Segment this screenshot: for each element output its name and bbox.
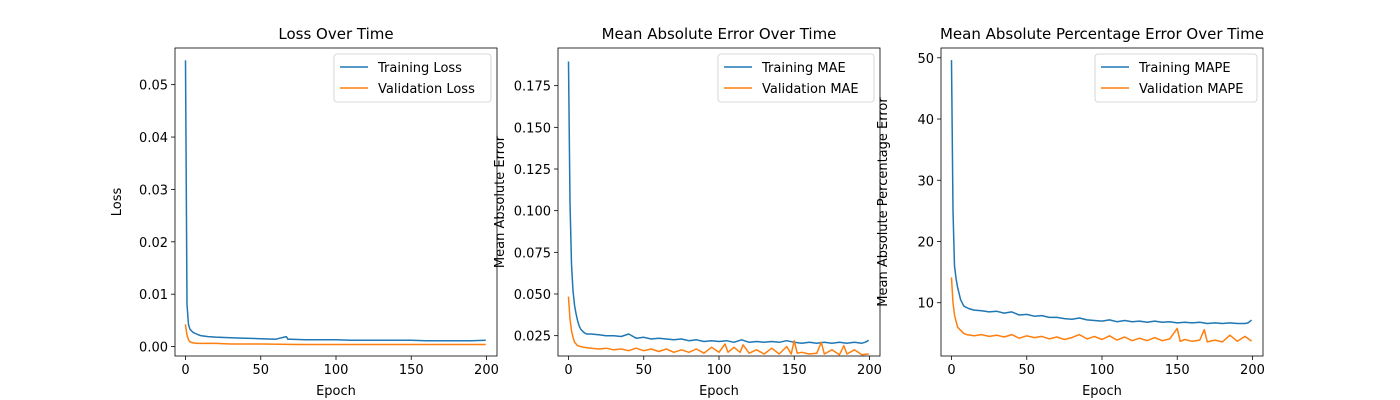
mae-legend-label-1: Training MAE (761, 61, 846, 76)
mape-chart-panel: Mean Absolute Percentage Error Over Time… (876, 25, 1265, 399)
loss-chart-xlabel: Epoch (316, 384, 356, 399)
loss-y-tick-label: 0.02 (139, 236, 168, 251)
loss-x-tick-label: 200 (474, 363, 499, 378)
mae-legend-label-2: Validation MAE (762, 82, 859, 97)
loss-legend-label-1: Training Loss (377, 61, 462, 76)
loss-legend: Training Loss Validation Loss (333, 53, 492, 103)
mape-x-tick-label: 200 (1240, 363, 1265, 378)
loss-series-group (184, 60, 486, 346)
mae-chart-title: Mean Absolute Error Over Time (602, 25, 837, 43)
loss-y-tick-label: 0.03 (139, 183, 168, 198)
mape-x-tick-label: 100 (1090, 363, 1115, 378)
mape-legend-label-1: Training MAPE (1138, 61, 1231, 76)
mape-series-line-1 (950, 60, 1253, 325)
loss-chart-title: Loss Over Time (278, 25, 393, 43)
mape-x-tick-label: 0 (947, 363, 955, 378)
mae-y-tick-label: 0.150 (514, 121, 551, 136)
loss-y-tick-label: 0.04 (139, 131, 168, 146)
mape-series-line-2 (950, 277, 1253, 343)
loss-y-tick-label: 0.00 (139, 341, 168, 356)
mae-series-line-2 (567, 296, 869, 356)
loss-x-tick-label: 150 (399, 363, 424, 378)
mae-y-tick-label: 0.100 (514, 205, 551, 220)
mape-y-tick-label: 20 (917, 235, 934, 250)
loss-series-line-1 (184, 60, 486, 342)
mae-x-tick-label: 50 (635, 363, 652, 378)
mape-chart-title: Mean Absolute Percentage Error Over Time (940, 25, 1264, 43)
loss-x-tick-label: 0 (181, 363, 189, 378)
mae-chart-ylabel: Mean Absolute Error (493, 135, 508, 268)
mae-series-group (567, 61, 870, 356)
mape-x-tick-label: 150 (1165, 363, 1190, 378)
mae-chart-panel: Mean Absolute Error Over Time Epoch Mean… (493, 25, 882, 399)
mae-x-tick-label: 200 (857, 363, 882, 378)
mape-y-tick-label: 50 (917, 52, 934, 67)
mape-y-tick-label: 30 (917, 174, 934, 189)
mae-x-tick-label: 150 (782, 363, 807, 378)
mae-y-tick-label: 0.125 (514, 163, 551, 178)
loss-chart-ylabel: Loss (110, 188, 125, 217)
mae-y-tick-label: 0.075 (514, 246, 551, 261)
mae-legend: Training MAE Validation MAE (717, 53, 875, 103)
mae-y-tick-label: 0.175 (514, 80, 551, 95)
loss-y-tick-label: 0.05 (139, 79, 168, 94)
mae-x-tick-label: 100 (707, 363, 732, 378)
mape-series-group (950, 60, 1253, 343)
mape-chart-xlabel: Epoch (1082, 384, 1122, 399)
mae-chart-xlabel: Epoch (699, 384, 739, 399)
loss-x-tick-label: 100 (324, 363, 349, 378)
mae-y-tick-label: 0.025 (514, 330, 551, 345)
mae-y-tick-label: 0.050 (514, 288, 551, 303)
loss-x-tick-label: 50 (252, 363, 269, 378)
loss-legend-label-2: Validation Loss (378, 82, 475, 97)
loss-chart-panel: Loss Over Time Epoch Loss 0 50 100 150 200 0.… (110, 25, 499, 399)
loss-y-tick-label: 0.01 (139, 288, 168, 303)
loss-series-line-2 (184, 324, 486, 346)
mape-legend: Training MAPE Validation MAPE (1094, 53, 1258, 103)
mape-x-tick-label: 50 (1018, 363, 1035, 378)
mape-chart-ylabel: Mean Absolute Percentage Error (876, 97, 891, 307)
mape-legend-label-2: Validation MAPE (1139, 82, 1244, 97)
mae-x-tick-label: 0 (564, 363, 572, 378)
mape-y-tick-label: 10 (917, 297, 934, 312)
mape-y-tick-label: 40 (917, 113, 934, 128)
mae-series-line-1 (567, 61, 870, 344)
